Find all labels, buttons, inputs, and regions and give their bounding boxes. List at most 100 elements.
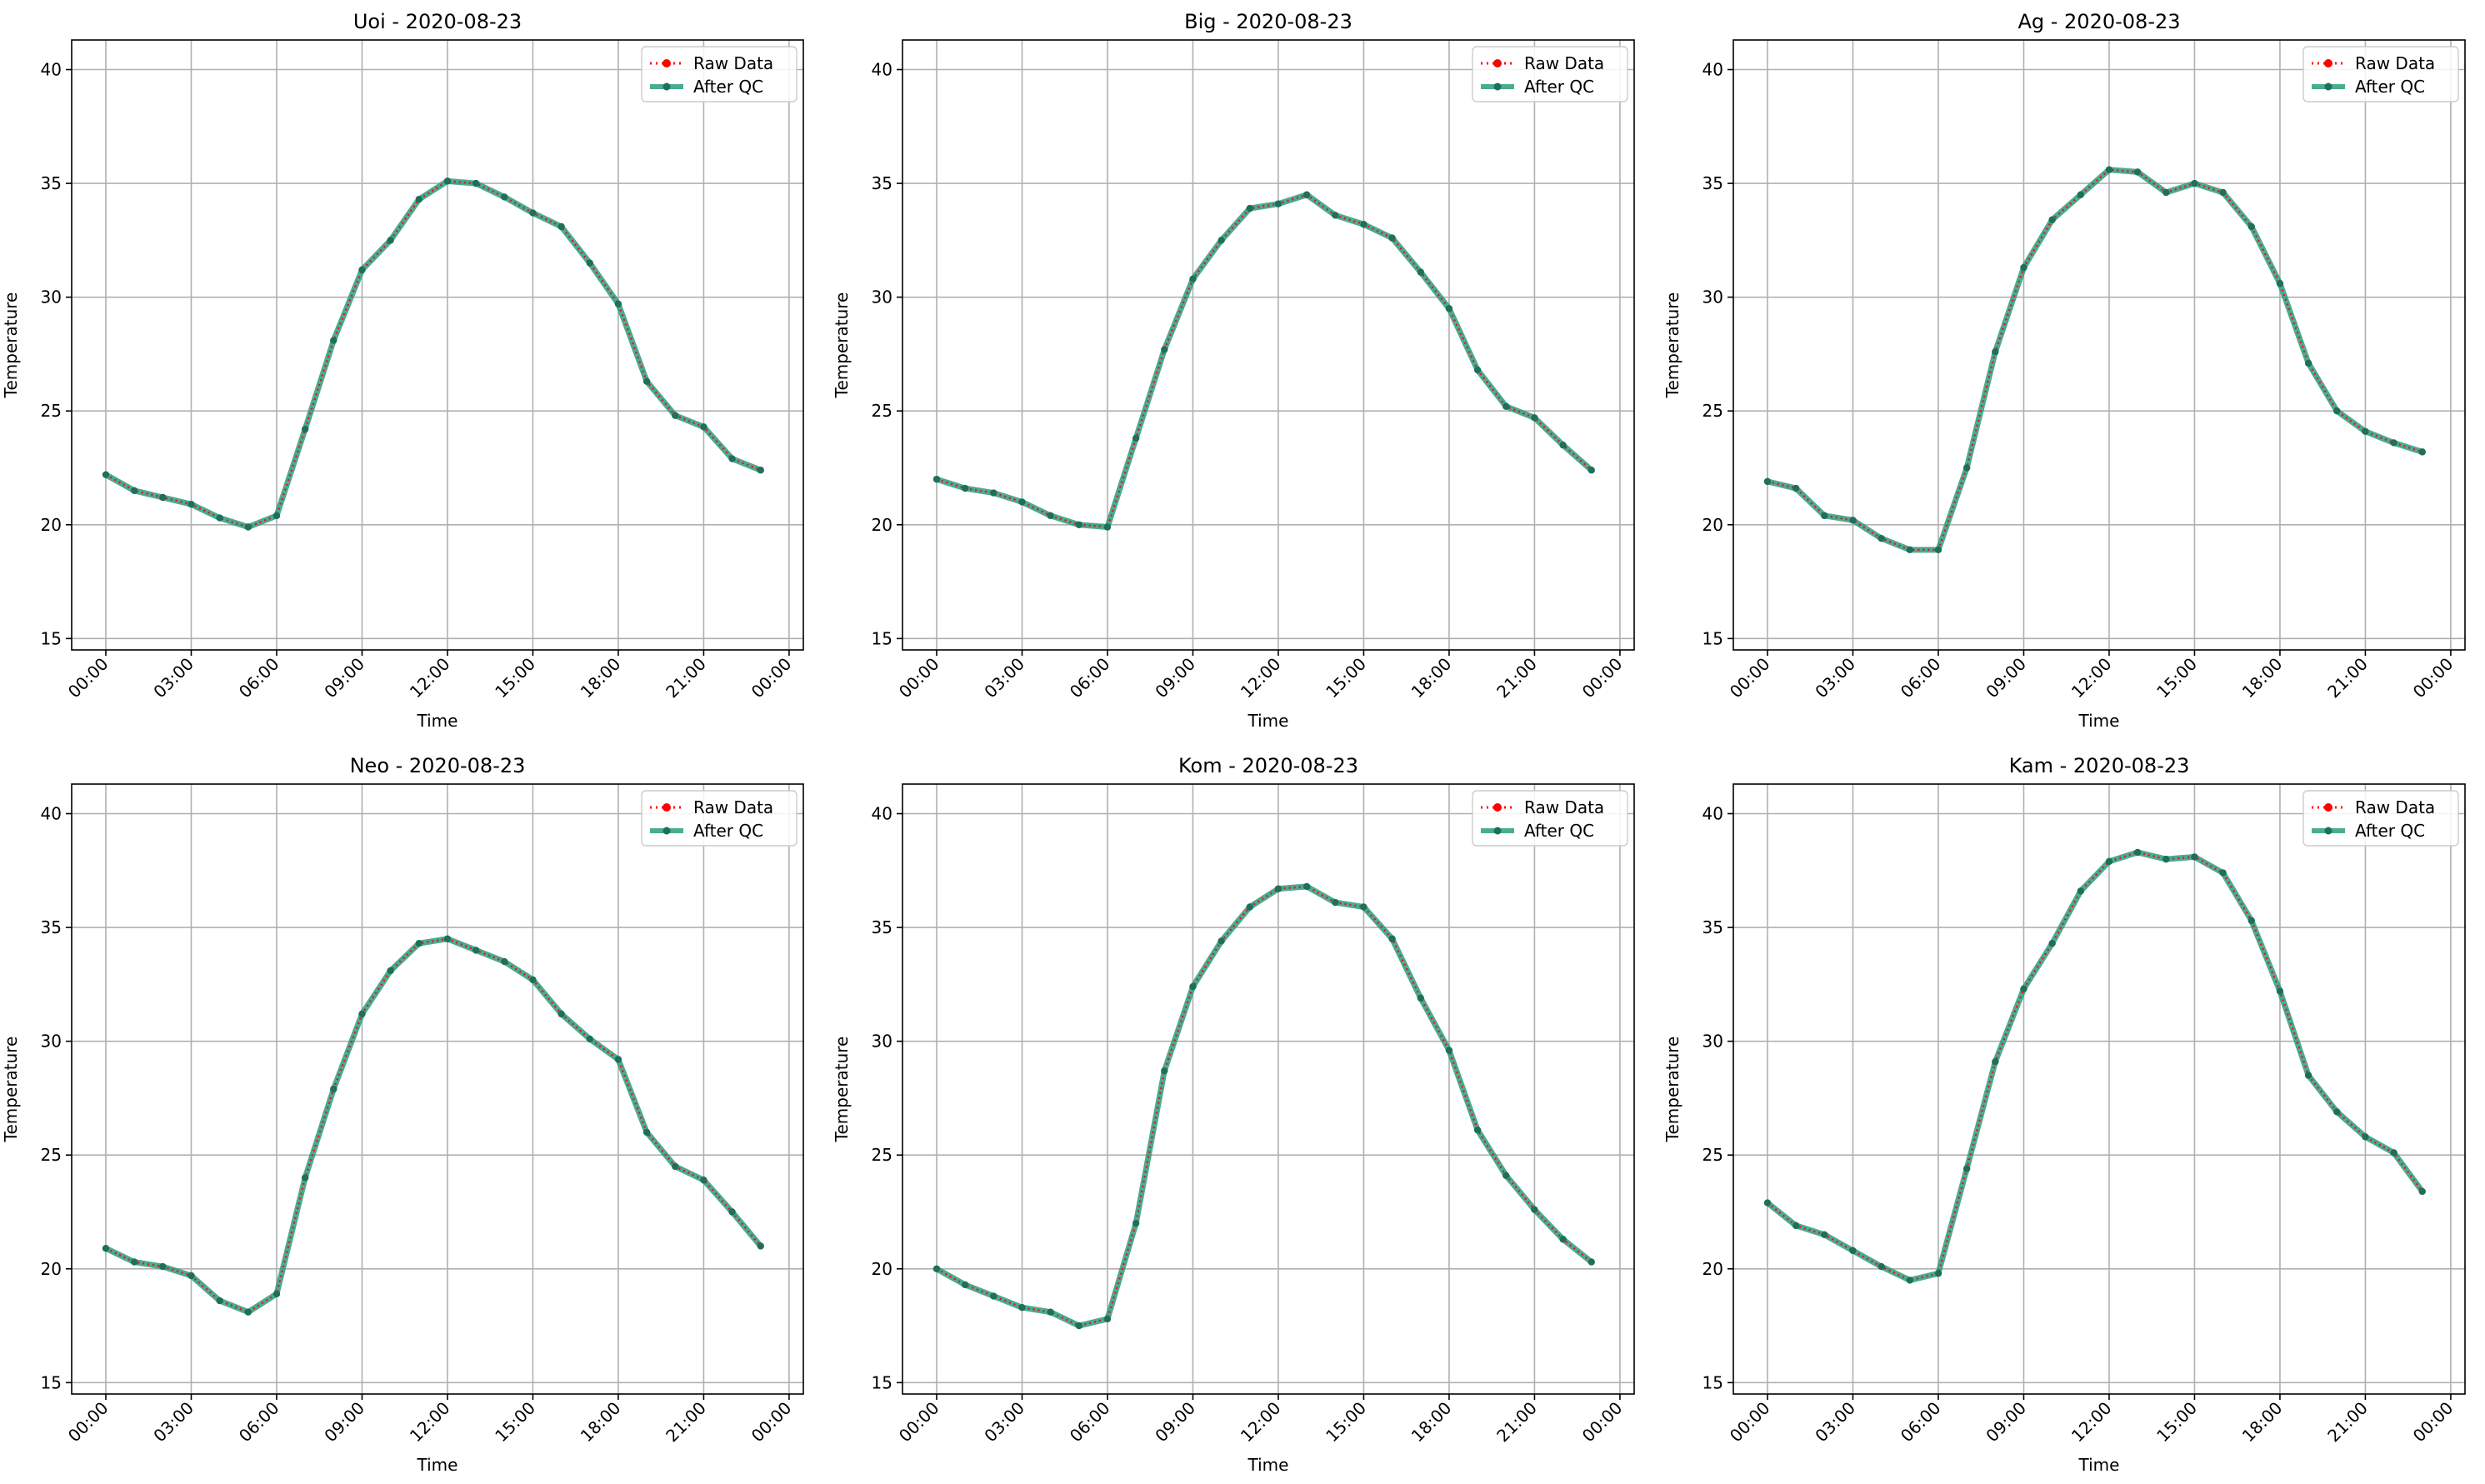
- x-tick-label: 09:00: [1151, 654, 1199, 702]
- series-line-after-qc: [102, 177, 764, 531]
- x-tick-label: 09:00: [1982, 1398, 2030, 1447]
- y-tick-label: 40: [1702, 804, 1723, 824]
- y-tick-label: 35: [41, 917, 62, 937]
- y-tick-label: 35: [41, 173, 62, 193]
- data-point-after-qc: [1047, 512, 1054, 520]
- data-point-after-qc: [614, 300, 622, 308]
- y-axis-label: Temperature: [832, 1037, 852, 1143]
- y-axis-label: Temperature: [1662, 292, 1682, 399]
- y-tick-label: 20: [41, 515, 62, 535]
- y-tick-label: 35: [872, 917, 892, 937]
- data-point-after-qc: [244, 523, 252, 531]
- data-point-after-qc: [1018, 498, 1026, 506]
- legend-label-raw-data: Raw Data: [1524, 797, 1604, 817]
- series-line-after-qc: [933, 883, 1595, 1329]
- legend-marker-raw-data: [2324, 59, 2332, 67]
- y-tick-label: 35: [1702, 917, 1723, 937]
- x-tick-label: 18:00: [1408, 1398, 1456, 1447]
- y-tick-label: 20: [1702, 1259, 1723, 1279]
- y-tick-label: 15: [872, 1372, 892, 1392]
- data-point-after-qc: [1417, 268, 1424, 276]
- data-point-after-qc: [2020, 263, 2028, 272]
- data-point-after-qc: [2105, 857, 2113, 866]
- series-line-after-qc: [102, 936, 764, 1316]
- x-axis-label: Time: [2078, 711, 2120, 731]
- x-tick-label: 15:00: [491, 1398, 539, 1447]
- x-tick-label: 12:00: [2068, 1398, 2116, 1447]
- x-tick-label: 03:00: [1811, 1398, 1859, 1447]
- data-point-after-qc: [1246, 204, 1253, 212]
- y-tick-label: 20: [872, 1259, 892, 1279]
- data-point-after-qc: [2248, 917, 2255, 925]
- data-point-after-qc: [1417, 994, 1424, 1002]
- data-point-after-qc: [2191, 179, 2198, 187]
- data-point-after-qc: [2304, 1072, 2312, 1079]
- data-point-after-qc: [2390, 439, 2398, 447]
- data-point-after-qc: [1360, 221, 1368, 228]
- data-point-after-qc: [1792, 1222, 1800, 1230]
- x-tick-label: 00:00: [895, 654, 943, 702]
- legend: Raw Data After QC: [1472, 46, 1628, 102]
- data-point-after-qc: [415, 939, 422, 947]
- x-tick-label: 06:00: [1066, 654, 1114, 702]
- data-point-after-qc: [672, 412, 679, 419]
- legend-marker-raw-data: [2324, 803, 2332, 812]
- x-tick-label: 12:00: [1237, 1398, 1285, 1447]
- data-point-after-qc: [1132, 434, 1140, 442]
- data-point-after-qc: [2219, 869, 2227, 877]
- y-tick-label: 30: [1702, 1032, 1723, 1052]
- data-point-after-qc: [130, 1258, 138, 1266]
- x-tick-label: 03:00: [149, 1398, 198, 1447]
- data-point-after-qc: [1388, 935, 1396, 942]
- x-tick-label: 21:00: [1492, 1398, 1541, 1447]
- data-point-after-qc: [1531, 414, 1538, 422]
- x-axis-label: Time: [1248, 1455, 1289, 1475]
- x-tick-label: 12:00: [1237, 654, 1285, 702]
- data-point-after-qc: [301, 1174, 309, 1182]
- series-line-after-qc: [1764, 167, 2426, 553]
- data-point-after-qc: [1588, 467, 1595, 474]
- data-point-after-qc: [1473, 1126, 1482, 1134]
- y-axis-label: Temperature: [832, 292, 852, 399]
- data-point-after-qc: [1274, 885, 1282, 892]
- data-point-after-qc: [159, 1262, 167, 1271]
- data-point-after-qc: [1075, 1322, 1083, 1330]
- data-point-after-qc: [932, 475, 941, 483]
- series-line-raw-data: [936, 193, 1592, 528]
- x-tick-label: 21:00: [1492, 654, 1541, 702]
- data-point-after-qc: [614, 1056, 622, 1063]
- data-point-after-qc: [188, 500, 195, 508]
- data-point-after-qc: [2219, 188, 2227, 197]
- x-tick-label: 09:00: [1151, 1398, 1199, 1447]
- data-point-after-qc: [102, 471, 110, 478]
- legend-marker-raw-data: [1493, 803, 1502, 812]
- x-axis-label: Time: [417, 711, 458, 731]
- data-point-after-qc: [1906, 546, 1914, 554]
- data-point-after-qc: [728, 455, 736, 462]
- data-point-after-qc: [642, 377, 651, 385]
- data-point-after-qc: [415, 195, 422, 203]
- y-tick-label: 20: [872, 515, 892, 535]
- x-tick-label: 00:00: [748, 654, 796, 702]
- data-point-after-qc: [2248, 222, 2255, 231]
- y-tick-label: 40: [872, 804, 892, 824]
- data-point-after-qc: [443, 177, 452, 185]
- x-tick-label: 03:00: [980, 1398, 1028, 1447]
- chart-panel-2: 15 20 25 30 35 40 00:00 03:00 06:00 09:00 12:00 15:…: [1662, 10, 2466, 731]
- legend-label-after-qc: After QC: [693, 821, 763, 841]
- data-point-after-qc: [529, 209, 537, 217]
- data-point-after-qc: [2020, 985, 2028, 993]
- data-point-after-qc: [387, 967, 394, 975]
- x-tick-label: 15:00: [1322, 654, 1370, 702]
- legend-label-after-qc: After QC: [2355, 77, 2425, 97]
- data-point-after-qc: [1445, 1047, 1453, 1054]
- x-tick-label: 18:00: [577, 654, 625, 702]
- data-point-after-qc: [2362, 1133, 2369, 1141]
- data-point-after-qc: [1388, 234, 1396, 242]
- x-tick-label: 09:00: [1982, 654, 2030, 702]
- data-point-after-qc: [1018, 1304, 1026, 1312]
- chart-title: Big - 2020-08-23: [1184, 10, 1352, 33]
- legend-label-raw-data: Raw Data: [693, 53, 773, 73]
- data-point-after-qc: [2276, 987, 2284, 995]
- plot-frame: [71, 39, 804, 651]
